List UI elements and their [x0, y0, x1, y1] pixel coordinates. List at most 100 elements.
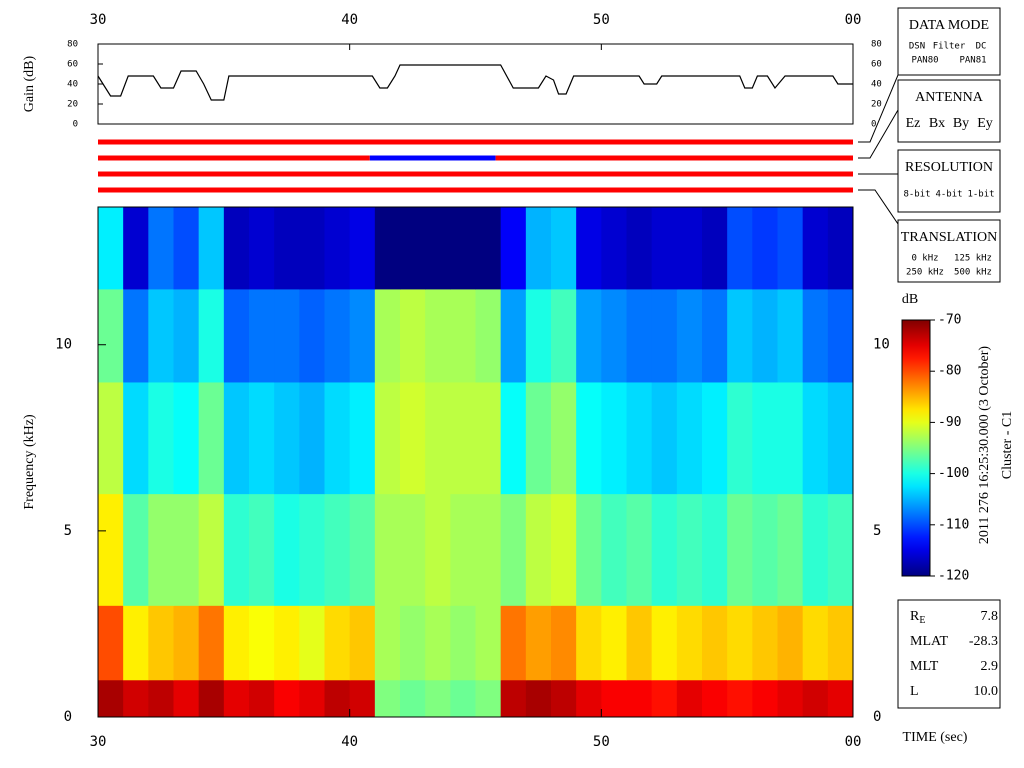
legend-item: Ez [906, 116, 921, 131]
spectrogram-cell [450, 381, 476, 495]
y-tick-label-right: 0 [873, 709, 881, 725]
legend-item: 8-bit [903, 190, 930, 200]
spectrogram-cell [400, 207, 426, 290]
spectrogram-cell [551, 493, 577, 606]
spectrogram-cell [551, 605, 577, 681]
spectrogram-cell [525, 207, 552, 290]
spectrogram-cell [676, 679, 703, 718]
spectrogram-cell [173, 493, 200, 606]
spectrogram-cell [500, 207, 527, 290]
y-tick-label: 80 [67, 40, 78, 50]
spectrogram-cell [223, 679, 250, 718]
ephemeris-label: MLT [910, 659, 939, 674]
spectrogram-cell [299, 288, 325, 383]
spectrogram-cell [525, 493, 552, 606]
spectrogram-cell [500, 679, 527, 718]
spectrogram-cell [551, 381, 577, 495]
spectrogram-cell [324, 605, 351, 681]
spectrogram-cell [198, 493, 225, 606]
spectrogram-cell [148, 288, 174, 383]
plot-frame [97, 43, 854, 125]
spectrogram-cell [324, 288, 351, 383]
spectrogram-cell [349, 679, 376, 718]
y-tick-label-right: 10 [873, 337, 890, 353]
spectrogram-cell [400, 288, 426, 383]
spectrogram-cell [349, 288, 376, 383]
spectrogram-cell [676, 207, 703, 290]
spectrogram-cell [702, 679, 728, 718]
spectrogram-cell [173, 288, 200, 383]
spectrogram-cell [576, 207, 602, 290]
ephemeris-box [897, 599, 1001, 709]
spectrogram-cell [223, 493, 250, 606]
x-tick-label: 30 [90, 734, 107, 750]
y-tick-label-right: 60 [871, 60, 882, 70]
spectrogram-cell [98, 493, 124, 606]
spectrogram-cell [425, 381, 451, 495]
ephemeris-label: RE [910, 609, 925, 626]
spectrogram-cell [324, 493, 351, 606]
colorbar-tick-label: -110 [938, 517, 969, 532]
timestamp: 2011 276 16:25:30.000 (3 October) [977, 346, 992, 545]
spectrogram-cell [148, 207, 174, 290]
spectrogram-cell [702, 493, 728, 606]
x-tick-label: 50 [593, 12, 610, 28]
connector [858, 74, 899, 143]
spectrogram-cell [249, 493, 275, 606]
spectrogram-cell [727, 605, 753, 681]
colorbar-tick-label: -90 [938, 415, 961, 430]
x-tick-label: 40 [341, 12, 358, 28]
legend-item: 125 kHz [954, 254, 992, 264]
spectrogram-cell [702, 288, 728, 383]
spectrogram-cell [802, 605, 829, 681]
spectrogram-cell [249, 381, 275, 495]
legend-item: DC [976, 42, 987, 52]
spectrogram-cell [475, 679, 502, 718]
spectrogram-cell [525, 605, 552, 681]
spectrogram-cell [123, 605, 149, 681]
spectrogram-cell [400, 493, 426, 606]
spectrogram-cell [223, 605, 250, 681]
spectrogram-cell [148, 493, 174, 606]
spectrogram-cell [802, 288, 829, 383]
spectrogram-cell [198, 207, 225, 290]
mode-strip [98, 171, 853, 177]
spectrogram-cell [274, 493, 300, 606]
spectrogram-cell [123, 493, 149, 606]
spectrogram-cell [349, 493, 376, 606]
legend-box [897, 149, 1001, 213]
spectrogram-cell [827, 381, 854, 495]
spectrogram-cell [425, 288, 451, 383]
colorbar-tick-label: -70 [938, 313, 961, 328]
legend-item: DSN [909, 42, 925, 52]
spectrogram-cell [802, 207, 829, 290]
spectrogram-cell [173, 207, 200, 290]
label-subscript: E [919, 615, 925, 626]
spectrogram-cell [651, 493, 678, 606]
spectrogram-cell [601, 207, 627, 290]
spectrogram-cell [98, 288, 124, 383]
spectrogram-cell [123, 381, 149, 495]
legend-title: TRANSLATION [901, 230, 997, 245]
spectrogram-cell [173, 381, 200, 495]
y-tick-label: 20 [67, 100, 78, 110]
spectrogram-cell [827, 679, 854, 718]
ephemeris-value: -28.3 [969, 634, 998, 649]
legend-box [897, 79, 1001, 143]
spectrogram-cell [349, 605, 376, 681]
x-axis-label: TIME (sec) [903, 730, 968, 745]
connector [858, 189, 899, 225]
spectrogram-cell [601, 679, 627, 718]
label-text: MLT [910, 659, 939, 674]
legend-item: Bx [929, 116, 945, 131]
spectrogram-cell [802, 381, 829, 495]
spectrogram-cell [249, 605, 275, 681]
legend-item: 250 kHz [906, 268, 944, 278]
spectrogram-cell [374, 381, 401, 495]
spectrogram-cell [450, 493, 476, 606]
spectrogram-cell [727, 207, 753, 290]
spectrogram-cell [827, 288, 854, 383]
spectrogram-cell [425, 605, 451, 681]
spectrogram-cell [651, 207, 678, 290]
